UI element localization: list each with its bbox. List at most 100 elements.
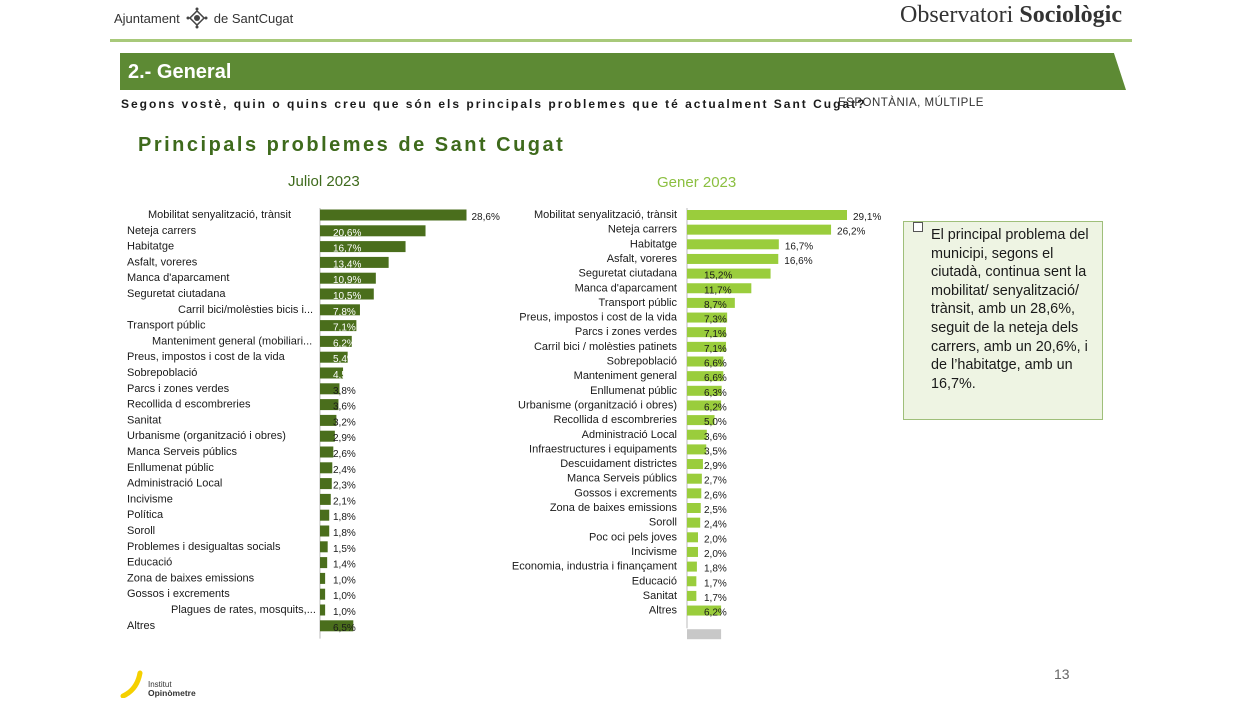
- jul-bar: [320, 414, 337, 426]
- gen-value-label: 1,8%: [704, 564, 727, 575]
- jul-bar: [320, 604, 326, 616]
- gen-bar: [687, 444, 707, 455]
- gen-category-label: Urbanisme (organització i obres): [518, 399, 677, 411]
- gen-bar: [687, 590, 697, 601]
- jul-category-label: Sobrepoblació: [127, 367, 197, 379]
- jul-bar: [320, 288, 374, 300]
- gen-category-label: Manteniment general: [574, 370, 677, 382]
- jul-value-label: 7,1%: [333, 323, 356, 334]
- jul-category-label: Incivisme: [127, 493, 173, 505]
- gen-category-label: Educació: [632, 575, 677, 587]
- gen-value-label: 1,7%: [704, 593, 727, 604]
- note-box: [903, 221, 1103, 420]
- gen-bar: [687, 341, 727, 352]
- jul-category-label: Mobilitat senyalització, trànsit: [148, 209, 291, 221]
- jul-category-label: Política: [127, 509, 164, 521]
- jul-value-label: 20,6%: [333, 228, 361, 239]
- gen-value-label: 2,7%: [704, 476, 727, 487]
- gen-bar: [687, 532, 698, 543]
- gen-value-label: 6,6%: [704, 359, 727, 370]
- gen-bar: [687, 517, 701, 528]
- jul-bar: [320, 525, 330, 537]
- gen-category-label: Carril bici / molèsties patinets: [534, 341, 678, 353]
- jul-bar: [320, 304, 360, 316]
- jul-category-label: Neteja carrers: [127, 225, 197, 237]
- jul-value-label: 10,9%: [333, 275, 361, 286]
- gen-category-label: Altres: [649, 605, 678, 617]
- gen-value-label: 16,7%: [785, 241, 813, 252]
- section-band: [120, 53, 1126, 90]
- jul-category-label: Administració Local: [127, 478, 222, 490]
- jul-value-label: 1,8%: [333, 512, 356, 523]
- chart-title: Principals problemes de Sant Cugat: [138, 134, 566, 156]
- jul-value-label: 2,9%: [333, 433, 356, 444]
- jul-value-label: 2,1%: [333, 496, 356, 507]
- jul-value-label: 1,5%: [333, 544, 356, 555]
- jul-bar: [320, 367, 344, 379]
- gen-value-label: 15,2%: [704, 271, 732, 282]
- gen-category-label: Descuidament districtes: [560, 458, 677, 470]
- gen-value-label: 6,3%: [704, 388, 727, 399]
- jul-category-label: Preus, impostos i cost de la vida: [127, 351, 286, 363]
- gen-value-label: 3,5%: [704, 446, 727, 457]
- jul-category-label: Sanitat: [127, 414, 161, 426]
- jul-value-label: 3,8%: [333, 386, 356, 397]
- footer-logo-line2: Opinòmetre: [148, 688, 196, 698]
- jul-value-label: 1,0%: [333, 591, 356, 602]
- ajuntament-logo: Ajuntament de SantCugat: [114, 4, 293, 32]
- survey-question: Segons vostè, quin o quins creu que són …: [121, 97, 867, 111]
- gen-value-label: 2,5%: [704, 505, 727, 516]
- jul-bar: [320, 399, 339, 411]
- note-text: El principal problema del municipi, sego…: [931, 227, 1089, 392]
- gen-value-label: 2,9%: [704, 461, 727, 472]
- gen-bar: [687, 283, 752, 294]
- chart-subtitle-gener: Gener 2023: [657, 174, 737, 191]
- jul-category-label: Urbanisme (organització i obres): [127, 430, 286, 442]
- gen-bar: [687, 239, 779, 250]
- gen-value-label: 7,1%: [704, 344, 727, 355]
- answer-type-label: ESPONTÀNIA, MÚLTIPLE: [838, 97, 984, 109]
- jul-value-label: 2,4%: [333, 465, 356, 476]
- jul-bar: [320, 335, 352, 347]
- jul-category-label: Manca d'aparcament: [127, 272, 229, 284]
- gen-bar: [687, 327, 727, 338]
- gen-value-label: 6,2%: [704, 608, 727, 619]
- jul-value-label: 3,2%: [333, 417, 356, 428]
- gen-bar: [687, 503, 701, 513]
- gen-value-label: 26,2%: [837, 227, 865, 238]
- jul-category-label: Recollida d escombreries: [127, 399, 251, 411]
- gen-category-label: Neteja carrers: [608, 224, 678, 236]
- jul-category-label: Parcs i zones verdes: [127, 383, 230, 395]
- jul-value-label: 6,2%: [333, 338, 356, 349]
- logo-right-bold: Sociològic: [1019, 2, 1122, 28]
- gen-bar: [687, 253, 779, 264]
- jul-bar: [320, 430, 335, 442]
- gen-category-label: Administració Local: [582, 429, 677, 441]
- jul-category-label: Gossos i excrements: [127, 588, 230, 600]
- gen-category-label: Parcs i zones verdes: [575, 326, 678, 338]
- gen-value-label: 7,1%: [704, 329, 727, 340]
- jul-bar: [320, 572, 326, 584]
- gen-bar: [687, 546, 698, 557]
- gen-category-label: Asfalt, voreres: [607, 253, 678, 265]
- jul-value-label: 1,8%: [333, 528, 356, 539]
- jul-category-label: Habitatge: [127, 241, 174, 253]
- gen-bar: [687, 224, 832, 235]
- gen-bar: [687, 561, 697, 572]
- gen-bar: [687, 429, 707, 440]
- gen-bar: [687, 312, 728, 323]
- jul-category-label: Educació: [127, 557, 172, 569]
- observatori-logo: Observatori Sociològic: [900, 2, 1122, 29]
- header-divider: [110, 39, 1132, 42]
- jul-value-label: 2,3%: [333, 481, 356, 492]
- gen-category-label: Poc oci pels joves: [589, 531, 678, 543]
- gen-category-label: Recollida d escombreries: [554, 414, 678, 426]
- footer-logo-line1: Institut: [148, 680, 172, 689]
- jul-category-label: Asfalt, voreres: [127, 256, 198, 268]
- jul-bar: [320, 272, 376, 284]
- jul-category-label: Seguretat ciutadana: [127, 288, 226, 300]
- gen-category-label: Incivisme: [631, 546, 677, 558]
- gen-extra-bar: [687, 629, 722, 640]
- gen-bar: [687, 268, 771, 279]
